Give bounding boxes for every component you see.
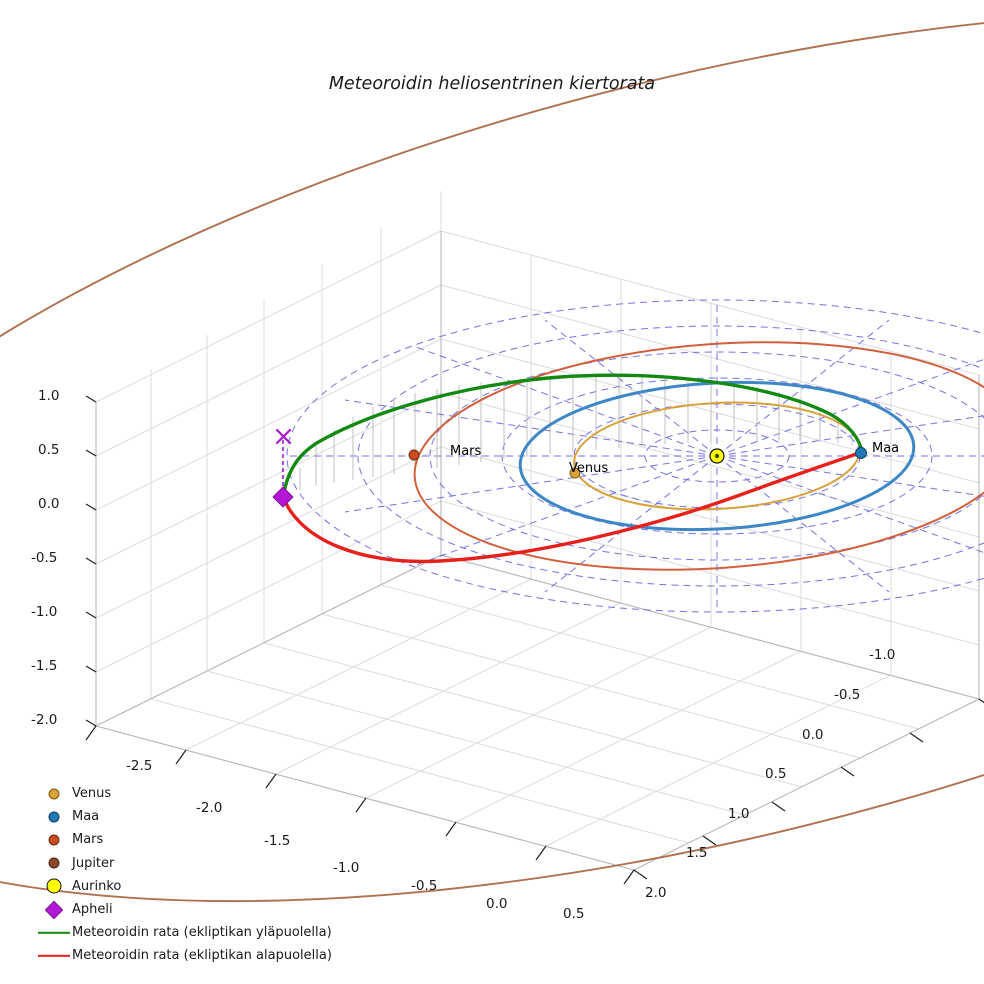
y-tick-label-6: 2.0 (645, 885, 667, 901)
aphelion-x-icon (275, 428, 292, 445)
polar-grid (286, 299, 984, 613)
meteoroid-orbit-above (281, 373, 864, 499)
venus-dot-icon (36, 782, 72, 805)
z-tick-label-6: -2.0 (31, 712, 58, 728)
axes-wall-grid (95, 191, 980, 871)
z-tick-label-2: 0.0 (38, 496, 60, 512)
legend-item-meteoroid-below[interactable]: Meteoroidin rata (ekliptikan alapuolella… (36, 944, 346, 967)
earth-dot-icon (36, 805, 72, 828)
body-label-mars: Mars (450, 444, 482, 459)
y-tick-label-5: 1.5 (686, 845, 708, 861)
legend-label-maa: Maa (72, 809, 100, 825)
y-tick-label-1: -0.5 (834, 687, 861, 703)
x-tick-label-6: 0.5 (563, 906, 585, 922)
z-tick-label-5: -1.5 (31, 658, 58, 674)
legend-label-meteoroid-below: Meteoroidin rata (ekliptikan alapuolella… (72, 948, 332, 964)
body-marker-mars (408, 449, 420, 461)
legend-item-maa[interactable]: Maa (36, 805, 346, 828)
red-line-icon (36, 944, 72, 967)
aphelion-diamond-icon (36, 898, 72, 921)
legend-item-mars[interactable]: Mars (36, 828, 346, 851)
y-tick-label-4: 1.0 (728, 806, 750, 822)
z-tick-label-0: 1.0 (38, 388, 60, 404)
body-marker-sun (709, 448, 725, 464)
meteoroid-stem-lines (299, 376, 853, 490)
orbit-mars (413, 341, 984, 571)
x-tick-label-0: -2.5 (126, 758, 153, 774)
legend-item-aurinko[interactable]: Aurinko (36, 875, 346, 898)
legend-label-venus: Venus (72, 786, 112, 802)
legend-item-apheli[interactable]: Apheli (36, 898, 346, 921)
mars-dot-icon (36, 828, 72, 851)
y-tick-label-0: -1.0 (869, 647, 896, 663)
z-tick-label-1: 0.5 (38, 442, 60, 458)
x-tick-label-2: -1.5 (264, 833, 291, 849)
body-marker-earth (855, 447, 867, 459)
page-title: Meteoroidin heliosentrinen kiertorata (328, 74, 656, 94)
axis-ticks (85, 395, 984, 885)
x-tick-label-5: 0.0 (486, 896, 508, 912)
legend-label-apheli: Apheli (72, 902, 113, 918)
legend-label-jupiter: Jupiter (72, 855, 115, 871)
aphelion-marker (272, 486, 294, 508)
body-label-maa: Maa (872, 441, 900, 456)
legend-label-mars: Mars (72, 832, 104, 848)
jupiter-dot-icon (36, 852, 72, 875)
body-label-venus: Venus (569, 461, 609, 476)
legend-item-meteoroid-above[interactable]: Meteoroidin rata (ekliptikan yläpuolella… (36, 921, 346, 944)
z-tick-label-4: -1.0 (31, 604, 58, 620)
legend-label-meteoroid-above: Meteoroidin rata (ekliptikan yläpuolella… (72, 925, 332, 941)
x-tick-label-3: -1.0 (333, 860, 360, 876)
body-marker-venus (569, 467, 581, 479)
sun-dot-icon (36, 875, 72, 898)
legend: Venus Maa Mars Jupiter Aurinko (36, 782, 346, 968)
y-tick-label-3: 0.5 (765, 766, 787, 782)
meteoroid-orbit-below (281, 450, 864, 564)
x-tick-label-4: -0.5 (411, 878, 438, 894)
z-tick-label-3: -0.5 (31, 550, 58, 566)
x-tick-label-1: -2.0 (196, 800, 223, 816)
legend-item-jupiter[interactable]: Jupiter (36, 852, 346, 875)
green-line-icon (36, 921, 72, 944)
legend-item-venus[interactable]: Venus (36, 782, 346, 805)
y-tick-label-2: 0.0 (802, 727, 824, 743)
legend-label-aurinko: Aurinko (72, 878, 122, 894)
